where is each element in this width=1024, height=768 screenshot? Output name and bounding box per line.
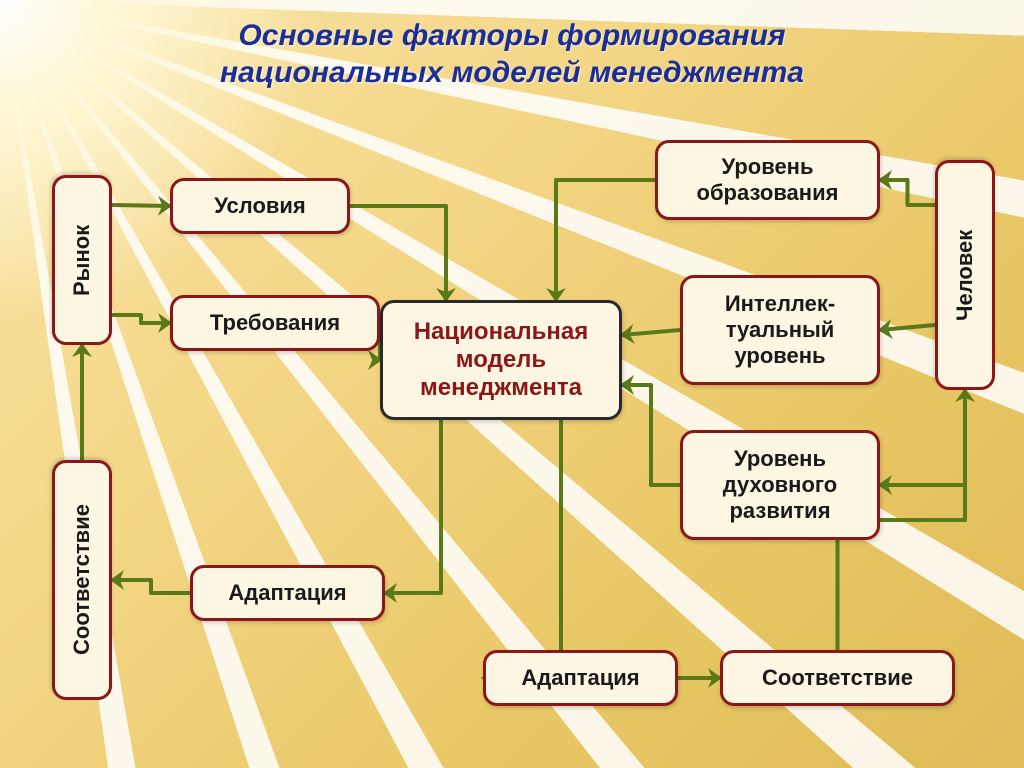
node-soot_left: Соответствие xyxy=(52,460,112,700)
node-intel: Интеллек- туальный уровень xyxy=(680,275,880,385)
node-rynok: Рынок xyxy=(52,175,112,345)
node-usloviya: Условия xyxy=(170,178,350,234)
node-duhov: Уровень духовного развития xyxy=(680,430,880,540)
node-center: Национальная модель менеджмента xyxy=(380,300,622,420)
node-adapt_left: Адаптация xyxy=(190,565,385,621)
node-soot_bot: Соответствие xyxy=(720,650,955,706)
node-obraz: Уровень образования xyxy=(655,140,880,220)
node-trebovaniya: Требования xyxy=(170,295,380,351)
node-chelovek: Человек xyxy=(935,160,995,390)
page-title: Основные факторы формирования национальн… xyxy=(0,18,1024,91)
node-adapt_bot: Адаптация xyxy=(483,650,678,706)
